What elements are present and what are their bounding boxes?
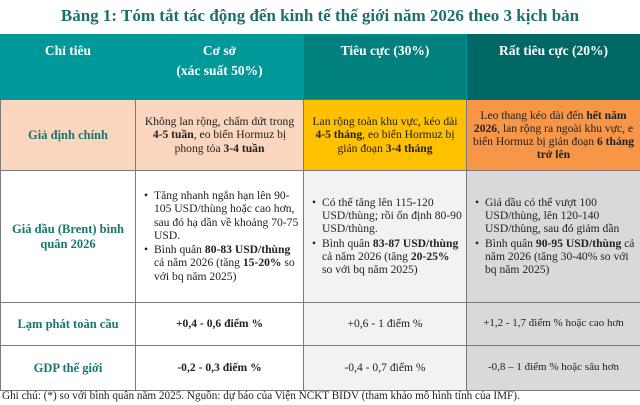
table-title: Bảng 1: Tóm tắt tác động đến kinh tế thế… (60, 6, 580, 25)
row-label: Giá dầu (Brent) bình quân 2026 (0, 170, 136, 303)
text: cả năm 2026 (tăng (154, 256, 243, 270)
bold-text: 6 tháng trở lên (536, 135, 635, 162)
bold-text: hết năm 2026 (473, 108, 627, 135)
cell: -0,4 - 0,7 điểm % (303, 345, 467, 391)
text: Tăng nhanh ngắn hạn lên 90-105 USD/thùng… (154, 189, 299, 242)
header-negative: Tiêu cực (30%) (303, 34, 467, 100)
cell-text: -0,4 - 0,7 điểm % (304, 361, 466, 374)
bullet-item: Bình quân 80-83 USD/thùng cả năm 2026 (t… (142, 243, 299, 283)
text: -0,4 - 0,7 điểm % (344, 361, 426, 375)
table-row: Giả định chính Không lan rộng, chấm dứt … (0, 99, 640, 171)
cell: Leo thang kéo dài đến hết năm 2026, lan … (466, 99, 640, 171)
text: Có thể tăng lên 115-120 USD/thùng; rồi ổ… (322, 195, 462, 236)
table-row: GDP thế giới -0,2 - 0,3 điểm % -0,4 - 0,… (0, 345, 640, 391)
cell: +0,4 - 0,6 điểm % (135, 302, 304, 346)
cell: Có thể tăng lên 115-120 USD/thùng; rồi ổ… (303, 170, 467, 303)
text: Leo thang kéo dài đến (480, 108, 587, 122)
cell: Lan rộng toàn khu vực, kéo dài 4-5 tháng… (303, 99, 467, 171)
bold-text: 80-83 USD/thùng (204, 243, 291, 257)
cell-text: Không lan rộng, chấm dứt trong 4-5 tuần,… (142, 115, 297, 155)
cell-text: Lan rộng toàn khu vực, kéo dài 4-5 tháng… (310, 115, 460, 155)
bullet-item: Có thể tăng lên 115-120 USD/thùng; rồi ổ… (310, 196, 462, 236)
bold-text: 15-20% (242, 256, 282, 270)
text: , lan rộng ra ngoài khu vực, e biển Horm… (473, 121, 634, 148)
cell: Tăng nhanh ngắn hạn lên 90-105 USD/thùng… (135, 170, 304, 303)
text: +0,6 - 1 điểm % (347, 317, 423, 331)
table-row: Giá dầu (Brent) bình quân 2026 Tăng nhan… (0, 170, 640, 303)
bold-text: 20-25% (410, 249, 450, 263)
bold-text: 90-95 USD/thùng (535, 236, 622, 250)
header-base: Cơ sở (xác suất 50%) (135, 34, 304, 100)
bold-text: -0,2 - 0,3 điểm % (177, 361, 262, 375)
bold-text: 83-87 USD/thùng (372, 236, 459, 250)
text: +1,2 - 1,7 điểm % hoặc cao hơn (483, 317, 624, 330)
footnote: Ghi chú: (*) so với bình quân năm 2025. … (2, 390, 520, 402)
bullet-item: Bình quân 83-87 USD/thùng cả năm 2026 (t… (310, 237, 462, 277)
row-label: GDP thế giới (0, 345, 136, 391)
bullet-item: Giá dầu có thể vượt 100 USD/thùng, lên 1… (473, 196, 636, 236)
text: Bình quân (154, 243, 205, 257)
row-label: Giả định chính (0, 99, 136, 171)
bold-text: 4-5 tuần (152, 128, 194, 142)
bullet-item: Tăng nhanh ngắn hạn lên 90-105 USD/thùng… (142, 189, 299, 242)
text: cả năm 2026 (tăng (322, 249, 411, 263)
text: so với bq năm 2025) (154, 256, 295, 283)
text: Bình quân (485, 236, 536, 250)
cell-text: -0,8 – 1 điểm % hoặc sâu hơn (467, 361, 640, 374)
header-indicator: Chỉ tiêu (0, 34, 136, 100)
table-row: Lạm phát toàn cầu +0,4 - 0,6 điểm % +0,6… (0, 302, 640, 346)
cell: -0,8 – 1 điểm % hoặc sâu hơn (466, 345, 640, 391)
text: Lan rộng toàn khu vực, kéo dài (312, 115, 458, 129)
row-label: Lạm phát toàn cầu (0, 302, 136, 346)
bold-text: 4-5 tháng (315, 128, 363, 142)
cell: +1,2 - 1,7 điểm % hoặc cao hơn (466, 302, 640, 346)
text: cả năm 2026 (tăng 30-40% so với bq năm 2… (485, 236, 635, 276)
text: , eo biển Hormuz bị phong tỏa (174, 128, 287, 155)
cell-text: +0,4 - 0,6 điểm % (136, 317, 303, 330)
scenario-table: Chỉ tiêu Cơ sở (xác suất 50%) Tiêu cực (… (0, 34, 640, 391)
cell: Giá dầu có thể vượt 100 USD/thùng, lên 1… (466, 170, 640, 303)
bullet-item: Bình quân 90-95 USD/thùng cả năm 2026 (t… (473, 237, 636, 277)
text: so với bq năm 2025) (322, 262, 418, 276)
cell: -0,2 - 0,3 điểm % (135, 345, 304, 391)
text: -0,8 – 1 điểm % hoặc sâu hơn (487, 361, 620, 374)
text: Không lan rộng, chấm dứt trong (144, 115, 295, 129)
cell: +0,6 - 1 điểm % (303, 302, 467, 346)
cell-text: -0,2 - 0,3 điểm % (136, 361, 303, 374)
bold-text: 3-4 tuần (223, 141, 265, 155)
text: Bình quân (322, 236, 373, 250)
cell-text: +0,6 - 1 điểm % (304, 317, 466, 330)
cell-text: +1,2 - 1,7 điểm % hoặc cao hơn (467, 317, 640, 330)
header-very-negative: Rất tiêu cực (20%) (466, 34, 640, 100)
cell-text: Leo thang kéo dài đến hết năm 2026, lan … (473, 109, 634, 162)
bold-text: 3-4 tháng (385, 141, 433, 155)
cell: Không lan rộng, chấm dứt trong 4-5 tuần,… (135, 99, 304, 171)
bold-text: +0,4 - 0,6 điểm % (175, 317, 264, 331)
text: , eo biển Hormuz bị gián đoạn (337, 128, 455, 155)
header-row: Chỉ tiêu Cơ sở (xác suất 50%) Tiêu cực (… (0, 34, 640, 100)
text: Giá dầu có thể vượt 100 USD/thùng, lên 1… (485, 195, 620, 236)
